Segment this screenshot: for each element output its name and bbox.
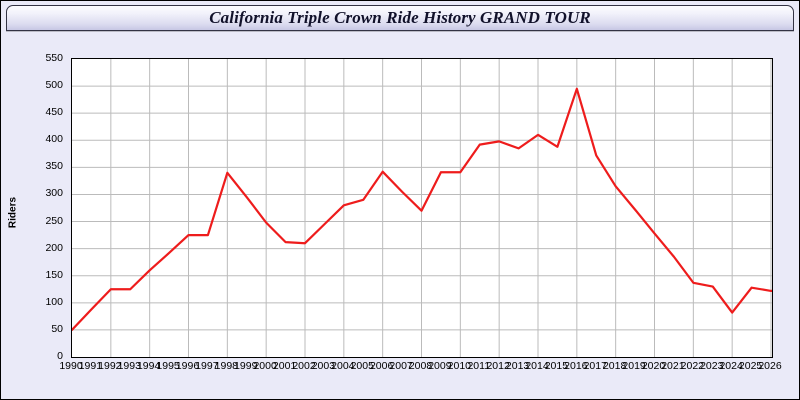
x-axis-tick-label: 2003 xyxy=(311,360,336,372)
x-axis-tick-label: 1995 xyxy=(156,360,180,372)
x-axis-tick-label: 2017 xyxy=(583,360,607,372)
y-axis-tick-label: 550 xyxy=(45,52,63,64)
x-axis-tick-label: 2002 xyxy=(292,360,316,372)
x-axis-tick-labels: 1990 1991 1992 1993 1994 1995 1996 1997 1998 1999… xyxy=(1,360,799,380)
y-axis-tick-label: 350 xyxy=(45,160,63,173)
x-axis-tick-label: 2023 xyxy=(700,360,724,372)
x-axis-tick-label: 2009 xyxy=(428,360,452,372)
window-titlebar: California Triple Crown Ride History GRA… xyxy=(6,5,794,31)
page-title: California Triple Crown Ride History GRA… xyxy=(209,8,591,27)
x-axis-tick-label: 2010 xyxy=(447,360,471,372)
data-series-line xyxy=(72,87,772,332)
x-axis-tick-label: 2011 xyxy=(467,360,491,372)
x-axis-tick-label: 1992 xyxy=(98,360,122,372)
x-axis-tick-label: 2020 xyxy=(641,360,666,372)
x-axis-tick-label: 2000 xyxy=(253,360,277,372)
x-axis-tick-label: 1993 xyxy=(117,360,141,372)
x-axis-tick-label: 2013 xyxy=(505,360,530,372)
y-axis-tick-label: 0 xyxy=(57,350,63,362)
x-axis-tick-label: 1996 xyxy=(175,360,200,372)
x-axis-tick-label: 2025 xyxy=(738,360,763,372)
x-axis-tick-label: 2006 xyxy=(369,360,394,372)
x-axis-tick-label: 2001 xyxy=(272,360,297,372)
y-axis-tick-label: 400 xyxy=(45,133,63,146)
y-axis-tick-label: 500 xyxy=(45,79,63,92)
x-axis-tick-label: 2026 xyxy=(758,360,782,372)
chart-canvas: Riders 0 50 100 150 200 250 300 350 400 450 500 550… xyxy=(1,33,799,399)
x-axis-tick-label: 2022 xyxy=(680,360,704,372)
x-axis-tick-label: 1990 xyxy=(59,360,83,372)
y-axis-tick-label: 450 xyxy=(45,106,63,119)
x-axis-tick-label: 2007 xyxy=(389,360,413,372)
y-axis-tick-labels: 0 50 100 150 200 250 300 350 400 450 500 550 xyxy=(29,33,63,363)
x-axis-tick-label: 2021 xyxy=(661,360,685,372)
x-axis-tick-label: 2008 xyxy=(408,360,433,372)
line-chart-svg xyxy=(72,59,772,357)
x-axis-tick-label: 1994 xyxy=(136,360,161,372)
x-axis-tick-label: 2019 xyxy=(622,360,646,372)
grid-lines xyxy=(72,59,772,357)
x-axis-tick-label: 1997 xyxy=(195,360,219,372)
y-axis-title: Riders xyxy=(7,196,19,229)
y-axis-tick-label: 300 xyxy=(45,187,63,200)
x-axis-tick-label: 2012 xyxy=(486,360,510,372)
y-axis-title-wrap: Riders xyxy=(3,193,23,253)
x-axis-tick-label: 1999 xyxy=(234,360,258,372)
x-axis-tick-label: 2024 xyxy=(719,360,743,372)
x-axis-tick-label: 1991 xyxy=(78,360,103,372)
y-axis-tick-label: 200 xyxy=(45,241,63,254)
y-axis-tick-label: 150 xyxy=(45,268,63,281)
x-axis-tick-label: 2014 xyxy=(525,360,549,372)
x-axis-tick-label: 1998 xyxy=(214,360,238,372)
y-axis-tick-label: 50 xyxy=(51,322,63,335)
plot-area xyxy=(71,58,773,358)
y-axis-tick-label: 250 xyxy=(45,214,63,227)
x-axis-tick-label: 2015 xyxy=(544,360,569,372)
x-axis-tick-label: 2018 xyxy=(602,360,627,372)
x-axis-tick-label: 2016 xyxy=(564,360,588,372)
x-axis-tick-label: 2005 xyxy=(350,360,374,372)
x-axis-tick-label: 2004 xyxy=(331,360,355,372)
y-axis-tick-label: 100 xyxy=(45,295,63,308)
